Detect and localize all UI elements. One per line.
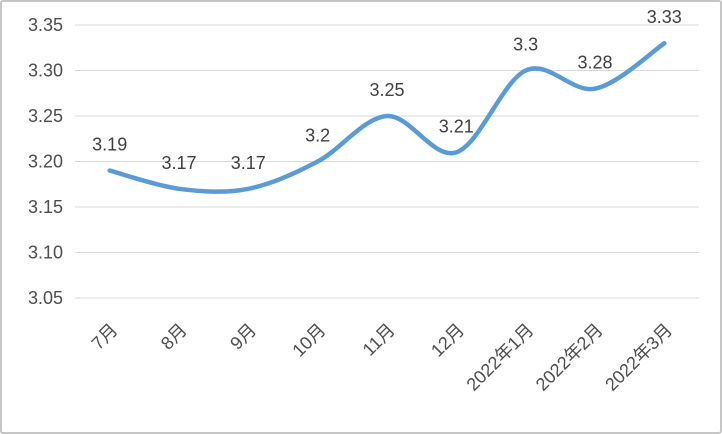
x-axis-tick-label: 2022年1月	[463, 320, 538, 395]
y-axis-tick-label: 3.25	[28, 106, 63, 126]
x-axis-tick-label: 8月	[157, 320, 191, 354]
data-point-label: 3.19	[92, 135, 127, 155]
x-axis-tick-label: 7月	[88, 320, 122, 354]
y-axis-tick-label: 3.35	[28, 15, 63, 35]
data-point-label: 3.28	[577, 53, 612, 73]
data-point-label: 3.25	[369, 80, 404, 100]
x-axis-tick-label: 10月	[288, 320, 329, 361]
data-point-label: 3.3	[513, 35, 538, 55]
data-point-label: 3.21	[439, 116, 474, 136]
x-axis-tick-label: 2022年3月	[601, 320, 676, 395]
data-point-label: 3.33	[647, 7, 682, 27]
y-axis-tick-label: 3.20	[28, 152, 63, 172]
x-axis-tick-label: 2022年2月	[532, 320, 607, 395]
data-point-label: 3.17	[231, 153, 266, 173]
chart-line-series	[107, 40, 667, 194]
y-axis-tick-label: 3.30	[28, 61, 63, 81]
data-point-label: 3.2	[305, 126, 330, 146]
data-point-label: 3.17	[161, 153, 196, 173]
y-axis-tick-label: 3.05	[28, 288, 63, 308]
y-axis-tick-label: 3.10	[28, 243, 63, 263]
x-axis-tick-label: 12月	[427, 320, 468, 361]
y-axis-tick-label: 3.15	[28, 197, 63, 217]
x-axis-tick-label: 11月	[359, 320, 399, 360]
x-axis-tick-label: 9月	[226, 320, 260, 354]
